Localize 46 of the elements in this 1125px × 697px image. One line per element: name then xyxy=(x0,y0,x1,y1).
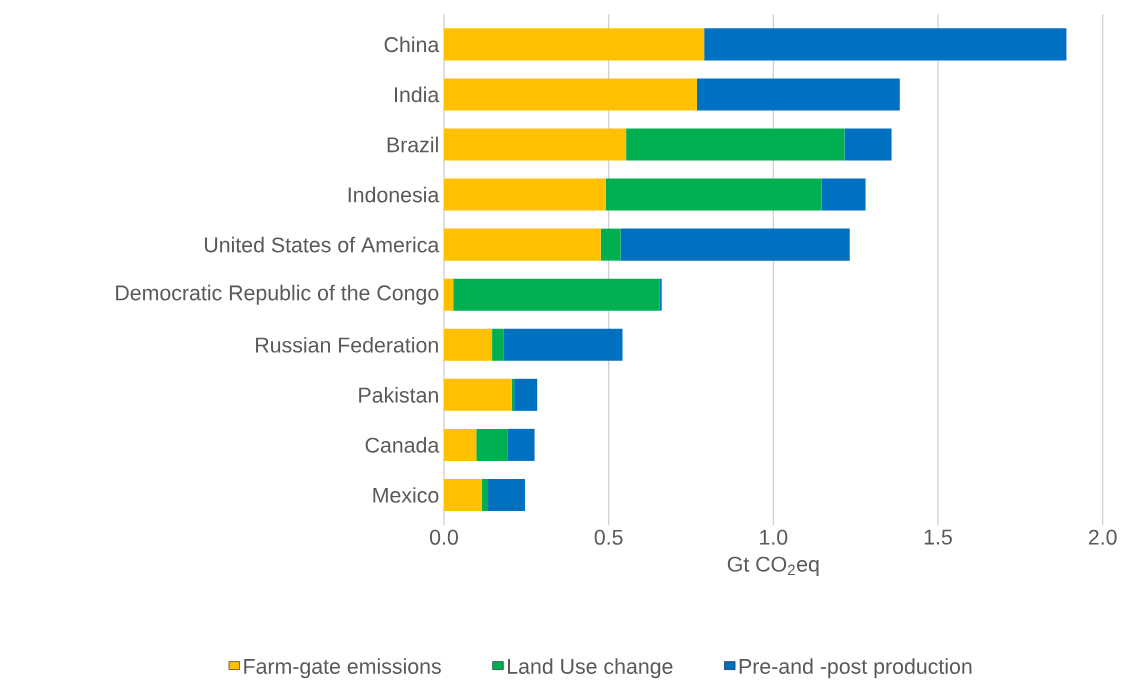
bar xyxy=(444,178,606,211)
bar xyxy=(503,328,623,361)
bar xyxy=(481,478,488,511)
bar xyxy=(620,228,850,261)
bar xyxy=(444,478,482,511)
x-tick-label: 0.0 xyxy=(430,529,458,545)
bar xyxy=(514,378,538,411)
bar xyxy=(605,178,822,211)
bar xyxy=(844,128,892,161)
bar xyxy=(444,128,627,161)
x-tick-label: 1.5 xyxy=(924,529,952,545)
bar xyxy=(476,428,508,461)
y-tick-label: Russian Federation xyxy=(256,336,438,353)
x-axis-title: Gt CO$_{2}$eq xyxy=(727,556,819,576)
bar xyxy=(444,28,705,61)
x-tick-label: 1.0 xyxy=(760,529,788,545)
y-tick-label: Indonesia xyxy=(348,186,440,203)
bar xyxy=(487,478,526,511)
legend-label: Pre-and -post production xyxy=(739,658,972,679)
bar xyxy=(444,328,493,361)
y-tick-label: Canada xyxy=(365,437,440,453)
bar xyxy=(492,328,504,361)
x-tick-label: 2.0 xyxy=(1088,529,1117,545)
legend-label: Farm-gate emissions xyxy=(244,658,441,679)
bar xyxy=(696,78,900,111)
bar xyxy=(659,278,662,311)
bar xyxy=(821,178,866,211)
y-tick-label: Brazil xyxy=(387,136,438,153)
bar xyxy=(444,428,477,461)
legend-label: Land Use change xyxy=(508,658,673,679)
bar xyxy=(444,278,454,311)
bar xyxy=(453,278,660,311)
bar xyxy=(507,428,535,461)
x-tick-label: 0.5 xyxy=(594,529,623,545)
bar xyxy=(600,228,621,261)
bar xyxy=(444,78,697,111)
y-tick-label: Pakistan xyxy=(359,387,438,403)
y-tick-label: China xyxy=(384,36,440,53)
y-tick-label: United States of America xyxy=(204,236,440,253)
bar xyxy=(626,128,845,161)
bar xyxy=(444,228,601,261)
y-tick-label: Mexico xyxy=(373,487,439,503)
bar xyxy=(704,28,1067,61)
y-tick-label: India xyxy=(394,86,440,103)
y-tick-label: Democratic Republic of the Congo xyxy=(116,284,439,305)
bar xyxy=(444,378,512,411)
